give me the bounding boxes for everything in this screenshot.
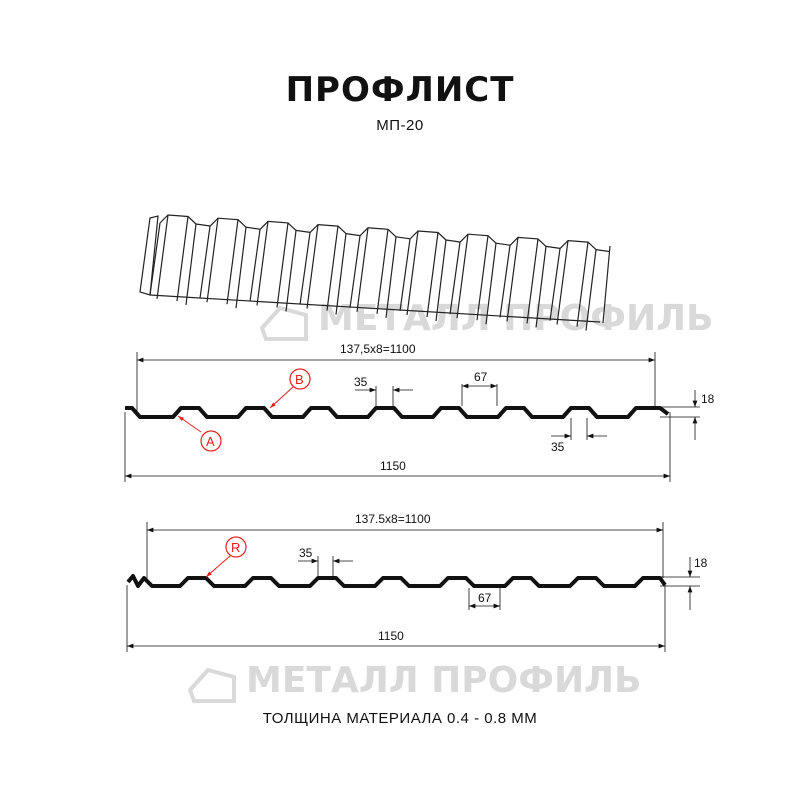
page-title: ПРОФЛИСТ xyxy=(285,70,515,110)
watermark-logo-2: МЕТАЛЛ ПРОФИЛЬ xyxy=(187,660,641,703)
callout-a: A xyxy=(206,434,215,449)
span-dimension: 137,5x8=1100 xyxy=(340,342,416,356)
width-dimension: 1150 xyxy=(378,629,404,643)
svg-text:МЕТАЛЛ ПРОФИЛЬ: МЕТАЛЛ ПРОФИЛЬ xyxy=(318,298,713,339)
sheet-3d-view xyxy=(139,214,611,331)
span-dimension: 137.5x8=1100 xyxy=(355,512,431,526)
height-dimension: 18 xyxy=(694,556,708,570)
profile-1-drawing: 137,5x8=1100 1150 35 67 18 35 A B xyxy=(124,342,715,482)
model-subtitle: МП-20 xyxy=(376,117,424,134)
pitch-dimension: 67 xyxy=(478,591,492,605)
callout-r: R xyxy=(231,540,240,555)
bottom-dimension: 35 xyxy=(551,440,565,454)
rib-top-dimension: 35 xyxy=(299,546,313,560)
callout-b: B xyxy=(295,372,304,387)
profile-2-drawing: 137.5x8=1100 1150 35 67 18 R xyxy=(126,512,708,652)
height-dimension: 18 xyxy=(701,392,715,406)
watermark-logo-1: МЕТАЛЛ ПРОФИЛЬ xyxy=(259,298,713,341)
svg-text:МЕТАЛЛ ПРОФИЛЬ: МЕТАЛЛ ПРОФИЛЬ xyxy=(246,660,641,701)
pitch-dimension: 67 xyxy=(474,370,488,384)
rib-top-dimension: 35 xyxy=(354,375,368,389)
width-dimension: 1150 xyxy=(380,459,406,473)
material-thickness-note: ТОЛЩИНА МАТЕРИАЛА 0.4 - 0.8 ММ xyxy=(262,710,538,727)
